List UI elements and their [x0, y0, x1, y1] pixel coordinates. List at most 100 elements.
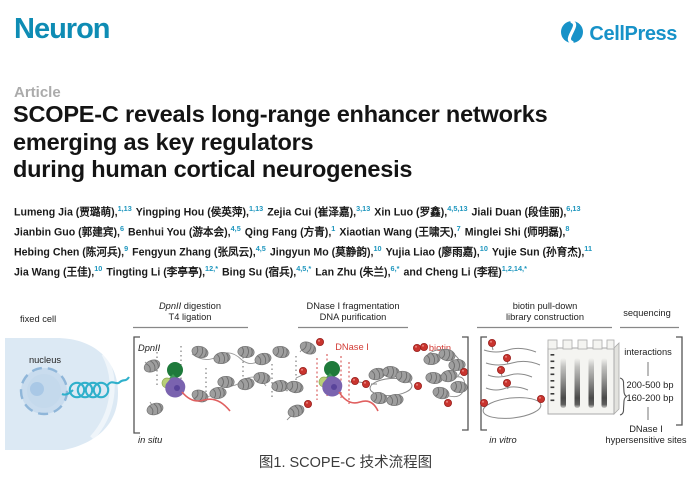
author-name: Hebing Chen (陈河兵), — [14, 246, 125, 259]
author-name: Fengyun Zhang (张凤云), — [132, 246, 256, 259]
author-affiliation-sup: 9 — [124, 244, 129, 254]
author-name: Xiaotian Wang (王啸天), — [339, 226, 457, 239]
fragment-loop — [482, 397, 542, 419]
author-affiliation-sup: 4,5 — [255, 244, 266, 254]
author-affiliation-sup: 6,13 — [566, 204, 581, 213]
paper-title: SCOPE-C reveals long-range enhancer netw… — [13, 101, 673, 184]
author-name: and Cheng Li (李程) — [403, 266, 502, 279]
author-affiliation-sup: 6,* — [390, 264, 400, 274]
svg-text:library construction: library construction — [506, 312, 584, 322]
author-affiliation-sup: 10 — [479, 244, 488, 254]
author-name: Jianbin Guo (郭建宾), — [14, 226, 120, 239]
dhs-label-line1: DNase I — [629, 424, 663, 434]
author-affiliation-sup: 11 — [584, 244, 593, 254]
author-name: Zejia Cui (崔泽嘉), — [267, 206, 357, 219]
author-name: Yingping Hou (侯英萍), — [135, 206, 249, 219]
author-name: Benhui You (游本会), — [128, 226, 231, 239]
bracket-outputs — [676, 336, 683, 426]
author-name: Xin Luo (罗鑫), — [374, 206, 448, 219]
author-line: Hebing Chen (陈河兵),9 Fengyun Zhang (张凤云),4… — [14, 241, 682, 261]
title-line-2: emerging as key regulators — [13, 128, 314, 155]
band-lower-label: 160-200 bp — [626, 393, 673, 403]
in-vitro-label: in vitro — [489, 435, 516, 445]
author-line: Jianbin Guo (郭建宾),6 Benhui You (游本会),4,5 Q… — [14, 221, 682, 241]
svg-text:DNA purification: DNA purification — [320, 312, 387, 322]
cellpress-icon — [560, 20, 584, 49]
bracket-in-situ-close — [462, 336, 469, 431]
author-affiliation-sup: 6 — [119, 224, 124, 234]
article-type-label: Article — [14, 84, 61, 101]
panel-dpnii-digestion — [141, 344, 305, 418]
author-name: Bing Su (宿兵), — [222, 266, 297, 279]
author-name: Jiali Duan (段佳丽), — [471, 206, 567, 219]
biotin-label: biotin — [429, 343, 451, 353]
size-brace — [619, 377, 628, 416]
author-list: Lumeng Jia (贾璐萌),1,13 Yingping Hou (侯英萍),… — [14, 201, 682, 282]
author-affiliation-sup: 1 — [331, 224, 336, 234]
step-header-sequencing: sequencing — [620, 308, 679, 329]
nucleus-label: nucleus — [29, 355, 61, 365]
journal-logo: Neuron — [14, 13, 110, 45]
publisher-name: CellPress — [589, 23, 677, 45]
author-name: Lan Zhu (朱兰), — [315, 266, 391, 279]
gel-wells — [547, 339, 615, 350]
author-affiliation-sup: 1,2,14,* — [501, 264, 527, 274]
author-affiliation-sup: 1,13 — [248, 204, 264, 213]
author-name: Minglei Shi (师明磊), — [464, 226, 566, 239]
chromatin-coil — [61, 376, 130, 399]
dhs-label-line2: hypersensitive sites — [605, 435, 686, 445]
author-affiliation-sup: 7 — [456, 224, 461, 234]
interactions-label: interactions — [624, 347, 672, 357]
bracket-in-situ-open — [133, 336, 140, 434]
author-name: Lumeng Jia (贾璐萌), — [14, 206, 118, 219]
figure-caption: 图1. SCOPE-C 技术流程图 — [258, 455, 433, 471]
svg-text:biotin pull-down: biotin pull-down — [513, 301, 578, 311]
step-header-fragmentation: DNase I fragmentation DNA purification — [298, 301, 408, 329]
author-affiliation-sup: 8 — [565, 224, 570, 234]
title-line-1: SCOPE-C reveals long-range enhancer netw… — [13, 101, 548, 127]
gel-lanes — [560, 358, 607, 408]
author-affiliation-sup: 3,13 — [356, 204, 371, 213]
step-header-library: biotin pull-down library construction — [477, 301, 612, 329]
band-upper-label: 200-500 bp — [626, 380, 673, 390]
step-header-digestion: DpnII digestion T4 ligation — [133, 301, 248, 329]
bracket-in-vitro-open — [480, 336, 487, 431]
svg-text:sequencing: sequencing — [623, 308, 671, 318]
author-line: Jia Wang (王佳),10 Tingting Li (李亭亭),12,* Bi… — [14, 261, 682, 281]
in-situ-label: in situ — [138, 435, 162, 445]
dnase-complex — [318, 360, 343, 398]
gel-illustration — [547, 339, 628, 416]
fixed-cell-label: fixed cell — [20, 314, 56, 324]
dnase-label: DNase I — [335, 342, 369, 352]
author-affiliation-sup: 10 — [94, 264, 103, 274]
author-affiliation-sup: 4,5,13 — [447, 204, 468, 213]
author-name: Jia Wang (王佳), — [14, 266, 95, 279]
author-affiliation-sup: 4,5 — [230, 224, 241, 234]
dpnii-label: DpnII — [138, 343, 161, 353]
author-name: Qing Fang (方青), — [244, 226, 332, 239]
author-name: Jingyun Mo (莫静韵), — [269, 246, 374, 259]
svg-text:DNase I fragmentation: DNase I fragmentation — [306, 301, 399, 311]
panel-dnase-fragmentation: DNase I biotin — [285, 337, 469, 421]
ligated-strand — [181, 391, 231, 412]
author-name: Yujia Liao (廖雨嘉), — [385, 246, 480, 259]
title-line-3: during human cortical neurogenesis — [13, 156, 413, 182]
biotin-dots — [479, 338, 546, 408]
output-annotations: interactions 200-500 bp 160-200 bp DNase… — [605, 336, 687, 445]
author-name: Yujie Sun (孙育杰), — [491, 246, 585, 259]
fixed-cell-illustration: fixed cell nucleus — [5, 314, 130, 450]
figure-1: DpnII digestion T4 ligation DNase I frag… — [5, 301, 687, 450]
author-name: Tingting Li (李亭亭), — [106, 266, 206, 279]
nucleosomes — [285, 339, 469, 420]
panel-in-vitro-fragments: in vitro — [479, 338, 546, 445]
author-line: Lumeng Jia (贾璐萌),1,13 Yingping Hou (侯英萍),… — [14, 201, 682, 221]
gel-ladder — [550, 354, 555, 402]
author-affiliation-sup: 4,5,* — [296, 264, 312, 274]
publisher-logo: CellPress — [560, 20, 677, 49]
author-affiliation-sup: 1,13 — [117, 204, 132, 213]
svg-text:DpnII digestion: DpnII digestion — [159, 301, 221, 311]
cut-strand — [338, 391, 379, 412]
author-affiliation-sup: 10 — [373, 244, 382, 254]
svg-text:T4 ligation: T4 ligation — [169, 312, 212, 322]
